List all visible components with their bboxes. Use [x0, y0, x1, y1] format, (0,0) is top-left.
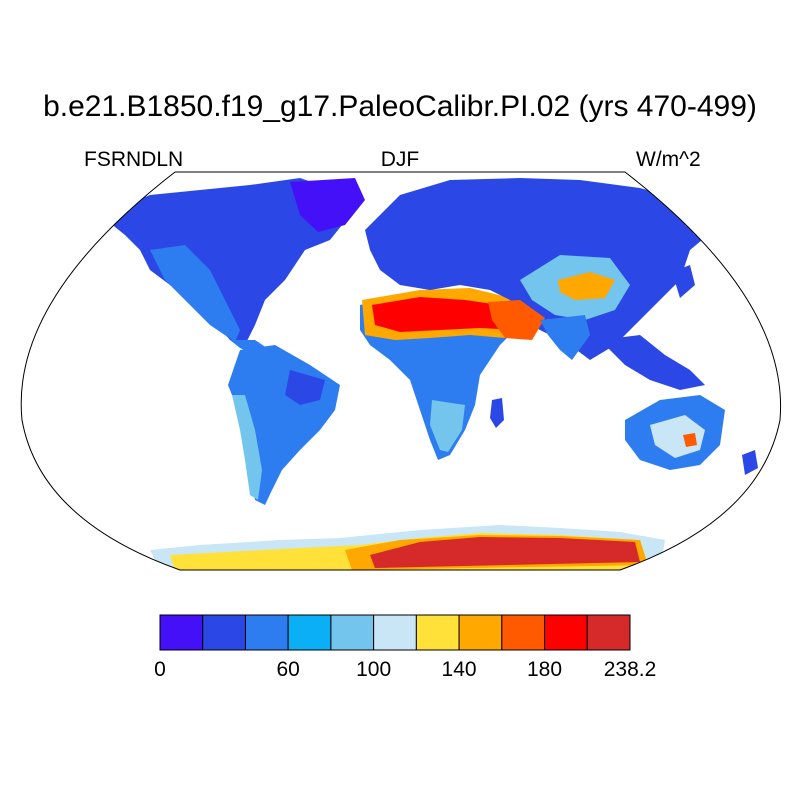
- colorbar-box-5: [373, 614, 417, 651]
- india-region: [540, 315, 590, 360]
- colorbar-tick-label: 60: [276, 658, 300, 681]
- south-america-east-region: [285, 370, 325, 405]
- southeast-asia-region: [600, 335, 705, 390]
- land-field-layer: [100, 178, 758, 570]
- colorbar-tick-label: 100: [356, 658, 392, 681]
- map-boundary: [20, 171, 782, 571]
- australia-hotspot-region: [683, 433, 697, 447]
- colorbar-tick-label: 140: [441, 658, 477, 681]
- north-america-region: [100, 178, 350, 345]
- colorbar-tick-label: 180: [527, 658, 563, 681]
- colorbar-box-2: [244, 614, 289, 651]
- units-label: W/m^2: [636, 148, 701, 171]
- australia-interior-region: [650, 415, 705, 458]
- season-label: DJF: [380, 148, 420, 171]
- japan-region: [672, 265, 695, 298]
- tibet-region: [558, 272, 615, 300]
- new-zealand-region: [742, 450, 758, 475]
- colorbar-box-1: [202, 614, 246, 651]
- antarctica-plateau-region: [370, 537, 640, 568]
- greenland-region: [290, 178, 365, 232]
- colorbar-box-6: [415, 614, 460, 651]
- colorbar-tick-label: 0: [154, 658, 166, 681]
- colorbar-box-3: [287, 614, 332, 651]
- colorbar-box-4: [330, 614, 375, 651]
- colorbar-box-0: [159, 614, 204, 651]
- colorbar-box-10: [586, 614, 631, 651]
- south-america-andes-region: [232, 395, 262, 500]
- north-america-west-region: [150, 245, 240, 342]
- field-name-label: FSRNDLN: [84, 148, 184, 171]
- southern-africa-region: [430, 400, 465, 452]
- arabia-region: [488, 300, 545, 340]
- madagascar-region: [490, 398, 504, 428]
- colorbar-box-8: [501, 614, 546, 651]
- colorbar-box-7: [458, 614, 503, 651]
- plot-title: b.e21.B1850.f19_g17.PaleoCalibr.PI.02 (y…: [43, 90, 757, 123]
- colorbar-tick-label: 238.2: [603, 658, 657, 681]
- sahara-core-region: [372, 297, 520, 332]
- colorbar-box-9: [544, 614, 588, 651]
